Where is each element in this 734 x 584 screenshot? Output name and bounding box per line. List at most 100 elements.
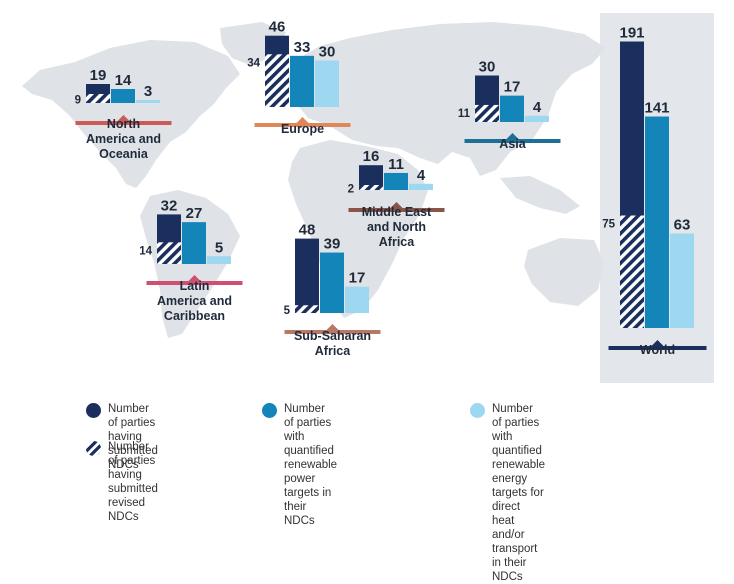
bar-revised — [157, 242, 181, 264]
bar-direct_heat_transport — [345, 286, 369, 313]
region-label: Sub-Saharan Africa — [294, 329, 371, 358]
region-label: Latin America and Caribbean — [157, 279, 232, 323]
bar-renewable_power — [290, 55, 314, 107]
bar-revised — [295, 305, 319, 313]
region-marker-notch — [188, 275, 201, 281]
region-label-line: World — [640, 343, 675, 357]
region-label-line: America and — [157, 294, 232, 308]
region-label-line: Oceania — [99, 147, 149, 161]
legend-swatch-direct_heat_transport — [470, 403, 485, 418]
bar-renewable_power — [384, 172, 408, 190]
data-label-revised: 14 — [139, 245, 152, 257]
map-southeast-asia — [500, 176, 580, 214]
region-label: Asia — [499, 137, 526, 151]
bar-revised — [620, 215, 644, 328]
data-label-renewable_power: 11 — [388, 156, 404, 173]
region-marker-notch — [390, 202, 403, 208]
region-marker-bar — [75, 121, 172, 125]
bar-direct_heat_transport — [136, 100, 160, 103]
data-label-direct_heat_transport: 4 — [417, 167, 426, 184]
data-label-revised: 5 — [284, 305, 291, 317]
region-label-line: Asia — [499, 137, 526, 151]
data-label-submitted: 48 — [299, 222, 316, 239]
data-label-direct_heat_transport: 4 — [533, 99, 542, 116]
bar-renewable_power — [182, 222, 206, 264]
region-label-line: Europe — [281, 122, 324, 136]
region-marker-notch — [651, 340, 664, 346]
legend-swatch-revised — [86, 441, 101, 456]
region-marker-notch — [296, 117, 309, 123]
data-label-revised: 2 — [348, 184, 354, 196]
map-australia — [524, 238, 604, 306]
data-label-submitted: 19 — [90, 67, 107, 84]
region-label-line: Middle East — [362, 205, 432, 219]
region-marker-notch — [326, 324, 339, 330]
region-label-line: Africa — [379, 235, 415, 249]
region-label-line: Caribbean — [164, 309, 225, 323]
region-latin-america: 32 27 5 14 Latin America and Caribbean — [139, 197, 243, 323]
legend-label-direct_heat_transport: Number of parties with quantified renewa… — [492, 403, 546, 583]
bar-direct_heat_transport — [670, 233, 694, 328]
bar-revised — [265, 54, 289, 107]
region-label-line: America and — [86, 132, 161, 146]
bar-direct_heat_transport — [409, 183, 433, 190]
data-label-revised: 34 — [247, 57, 260, 69]
region-north-america: 19 14 3 9 North America and Oceania — [75, 67, 172, 161]
data-label-renewable_power: 39 — [324, 236, 341, 253]
region-marker-bar — [348, 208, 445, 212]
legend-swatch-submitted — [86, 403, 101, 418]
chart-stage: 19 14 3 9 North America and Oceania 46 33 30 34 Eur… — [22, 13, 714, 583]
data-label-revised: 9 — [75, 95, 81, 107]
legend-item-direct_heat_transport: Number of parties with quantified renewa… — [470, 402, 545, 584]
bar-revised — [86, 94, 110, 103]
bar-renewable_power — [111, 89, 135, 103]
bar-renewable_power — [645, 116, 669, 328]
region-marker-bar — [284, 330, 381, 334]
region-label-line: and North — [367, 220, 426, 234]
legend-label-revised: Number of parties having submitted revis… — [108, 441, 158, 523]
bar-direct_heat_transport — [207, 256, 231, 264]
region-label-line: Latin — [180, 279, 210, 293]
data-label-direct_heat_transport: 17 — [349, 270, 366, 287]
region-label: World — [640, 343, 675, 357]
data-label-direct_heat_transport: 30 — [319, 44, 336, 61]
region-marker-bar — [464, 139, 561, 143]
data-label-renewable_power: 141 — [644, 100, 669, 117]
bar-direct_heat_transport — [315, 60, 339, 107]
data-label-direct_heat_transport: 3 — [144, 83, 152, 100]
region-marker-bar — [608, 346, 707, 350]
data-label-direct_heat_transport: 5 — [215, 239, 223, 256]
region-marker-bar — [146, 281, 243, 285]
data-label-submitted: 46 — [269, 19, 286, 36]
data-label-submitted: 16 — [363, 148, 380, 165]
data-label-submitted: 191 — [619, 25, 644, 42]
region-world: 191 141 63 75 World — [602, 25, 707, 357]
bar-revised — [359, 185, 383, 190]
region-label: Middle East and North Africa — [362, 205, 432, 249]
legend-swatch-renewable_power — [262, 403, 277, 418]
map-north-america — [22, 40, 240, 188]
data-label-submitted: 32 — [161, 197, 178, 214]
region-marker-bar — [254, 123, 351, 127]
region-middle-east: 16 11 4 2 Middle East and North Africa — [348, 148, 445, 249]
legend-item-renewable_power: Number of parties with quantified renewa… — [262, 402, 337, 528]
data-label-revised: 11 — [458, 108, 471, 120]
data-label-renewable_power: 33 — [294, 39, 311, 56]
data-label-renewable_power: 14 — [115, 72, 132, 89]
data-label-submitted: 30 — [479, 59, 496, 76]
bar-renewable_power — [500, 95, 524, 122]
legend-label-submitted: Number of parties having submitted NDCs — [108, 403, 158, 471]
data-label-revised: 75 — [602, 219, 615, 231]
legend-item-revised: Number of parties having submitted revis… — [86, 440, 158, 524]
data-label-renewable_power: 17 — [504, 79, 521, 96]
region-label: Europe — [281, 122, 324, 136]
legend-label-renewable_power: Number of parties with quantified renewa… — [284, 403, 338, 527]
bar-direct_heat_transport — [525, 115, 549, 122]
legend-item-submitted: Number of parties having submitted NDCs — [86, 402, 158, 472]
data-label-renewable_power: 27 — [186, 205, 203, 222]
bar-revised — [475, 104, 499, 122]
region-label-line: North — [107, 117, 140, 131]
